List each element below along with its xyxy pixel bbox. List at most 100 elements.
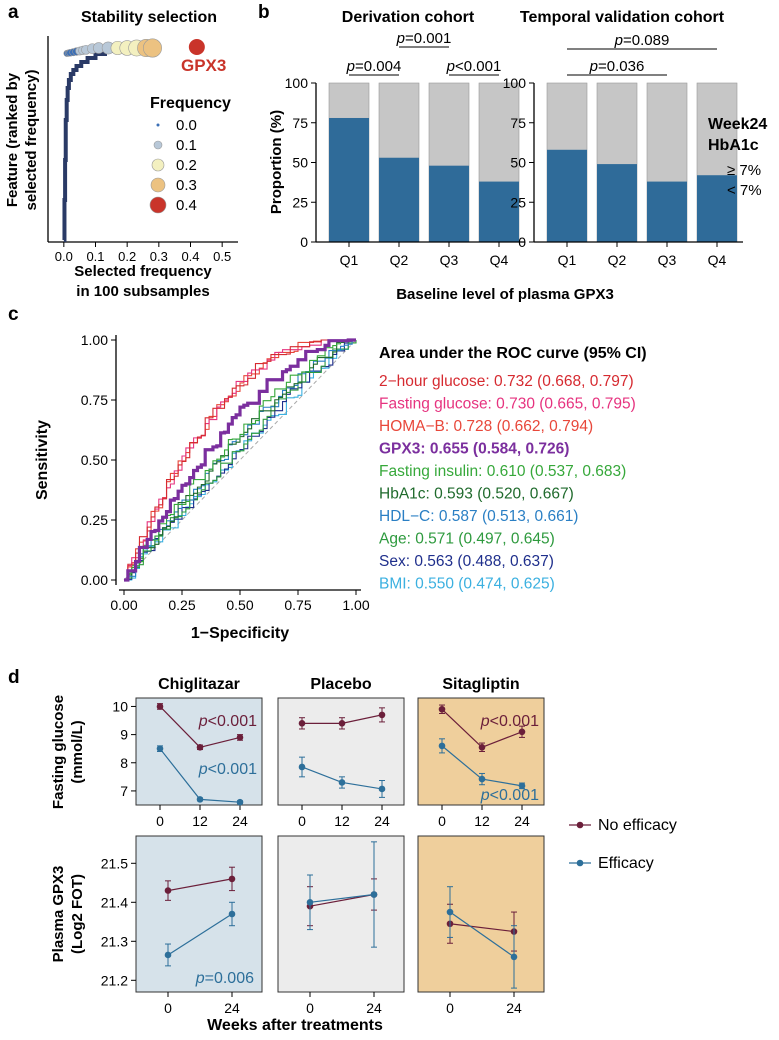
panel-b-p-value-p: p [346,58,355,75]
panel-d-series-line [309,893,375,903]
panel-b-legend-label: ≥ 7% [727,162,761,179]
panel-a-legend-swatch [153,140,163,150]
panel-d-point [298,720,306,727]
panel-b-x-tick-label: Q2 [608,252,627,268]
panel-d-facet-background [135,835,263,993]
panel-d-x-tick-label: 24 [232,813,248,829]
panel-a: Stability selection Feature (ranked by se… [4,9,238,300]
panel-d-series-line [167,913,233,956]
panel-b-x-tick-label: Q1 [558,252,577,268]
panel-a-legend-title: Frequency [150,95,231,112]
panel-d-p-value: p=0.006 [195,970,254,987]
panel-d-x-axis-label: Weeks after treatments [207,1017,383,1034]
panel-c-legend-title: Area under the ROC curve (95% CI) [379,345,647,362]
panel-label-d: d [8,667,20,688]
panel-a-legend-label: 0.1 [176,137,197,154]
panel-a-legend-label: 0.4 [176,197,197,214]
panel-a-legend: 0.0 0.1 0.2 0.3 0.4 [149,117,197,214]
panel-label-c: c [8,304,19,325]
panel-d-series-line [449,923,515,933]
panel-d-y-tick-label: 10 [112,698,128,714]
panel-d-p-value-rest: <0.001 [208,761,257,778]
panel-label-a: a [8,2,19,23]
panel-d-series-line [449,911,515,958]
panel-d-legend-marker [576,821,584,829]
panel-d-x-tick-label: 0 [164,1000,172,1016]
panel-a-y-axis-label-line: Feature (ranked by [4,72,21,207]
panel-b-p-value-rest: =0.004 [355,58,401,75]
panel-b-p-value: p=0.004 [346,58,402,75]
panel-b-cohort-title-derivation: Derivation cohort [342,9,475,26]
panel-c-roc-curve [124,339,356,581]
panel-b-legend: ≥ 7% < 7% [708,162,762,199]
panel-b-y-tick-label: 100 [503,75,527,91]
panel-d-point [156,703,164,710]
panel-a-legend-swatch [151,158,165,172]
panel-d-y-tick-label: 21.4 [101,894,128,910]
panel-b-x-tick-label: Q3 [440,252,459,268]
panel-a-x-tick-label: 0.0 [55,249,73,264]
panel-b-p-value: p=0.089 [614,32,670,49]
panel-c-y-tick-label: 1.00 [81,332,108,348]
panel-d-y-tick-label: 21.5 [101,855,128,871]
panel-d-point [438,742,446,750]
panel-c-legend-entry: Fasting glucose: 0.730 (0.665, 0.795) [379,396,636,413]
panel-a-x-tick-label: 0.2 [118,249,136,264]
panel-d-x-tick-label: 24 [506,1000,522,1016]
panel-a-legend-label: 0.3 [176,177,197,194]
panel-c-legend-entry: GPX3: 0.655 (0.584, 0.726) [379,441,569,458]
panel-b-legend-title-line: Week24 [708,116,767,133]
panel-d-point [518,782,526,790]
panel-b-x-tick-label: Q4 [708,252,727,268]
panel-d-point [164,887,172,894]
panel-d-x-tick-label: 0 [298,813,306,829]
panel-d-y-tick-label: 21.3 [101,933,128,949]
panel-d-x-tick-label: 0 [446,1000,454,1016]
panel-d-point [370,891,378,898]
panel-d-group-title: Sitagliptin [442,676,519,693]
panel-d-point [196,743,204,751]
panel-b-p-value: p=0.036 [589,58,645,75]
panel-d-legend: No efficacy Efficacy [569,817,677,872]
panel-b-cohort-title-validation: Temporal validation cohort [520,9,725,26]
panel-a-feature-point [143,38,162,58]
panel-d-p-value-rest: <0.001 [490,787,539,804]
panel-d-p-value-p: p [198,713,208,730]
panel-b-legend-title-line: HbA1c [708,137,759,154]
panel-b-p-value: p<0.001 [446,58,502,75]
panel-b-y-tick-label: 25 [510,194,526,210]
panel-b-bar-lt7 [429,165,469,242]
panel-b-x-tick-label: Q2 [390,252,409,268]
panel-d-y-axis-label-line: (Log2 FOT) [69,874,86,954]
panel-d-y-axis-label-line: (mmol/L) [69,720,86,783]
panel-d-x-tick-label: 12 [334,813,350,829]
panel-d-point [378,711,386,719]
panel-b-p-value-p: p [396,30,405,47]
panel-b-p-value-rest: <0.001 [455,58,501,75]
panel-c-y-tick-label: 0.25 [81,512,108,528]
panel-d-p-value-p: p [480,787,490,804]
panel-d-point [338,720,346,727]
panel-b-y-axis-label: Proportion (%) [268,110,285,214]
panel-b-p-value-rest: =0.036 [598,58,644,75]
gpx3-highlight-label: GPX3 [181,56,226,75]
panel-d-p-value-p: p [195,970,205,987]
panel-d-x-tick-label: 12 [192,813,208,829]
panel-a-legend-label: 0.2 [176,157,197,174]
panel-d-facet-background [277,835,405,993]
panel-d-group-title: Chiglitazar [158,676,240,693]
panel-a-y-axis-label: Feature (ranked by selected frequency) [4,70,40,211]
panel-d-x-tick-label: 24 [224,1000,240,1016]
panel-d-legend-label: No efficacy [598,817,677,834]
panel-d-x-tick-label: 0 [438,813,446,829]
panel-d-x-tick-label: 12 [474,813,490,829]
panel-b-bar-lt7 [647,181,687,242]
panel-d-y-tick-label: 8 [120,755,128,771]
panel-c-legend-entry: 2−hour glucose: 0.732 (0.668, 0.797) [379,373,634,390]
panel-c-plot: 0.00 0.25 0.50 0.75 1.00 0.00 0.25 0.50 0.75 1.00 [81,332,370,613]
panel-d-point [236,734,244,741]
panel-c-x-tick-label: 0.25 [168,597,195,613]
panel-c: Sensitivity 0.00 0.25 0.50 0.75 1.00 0.00 0.25… [34,332,647,642]
panel-d-point [228,875,236,883]
